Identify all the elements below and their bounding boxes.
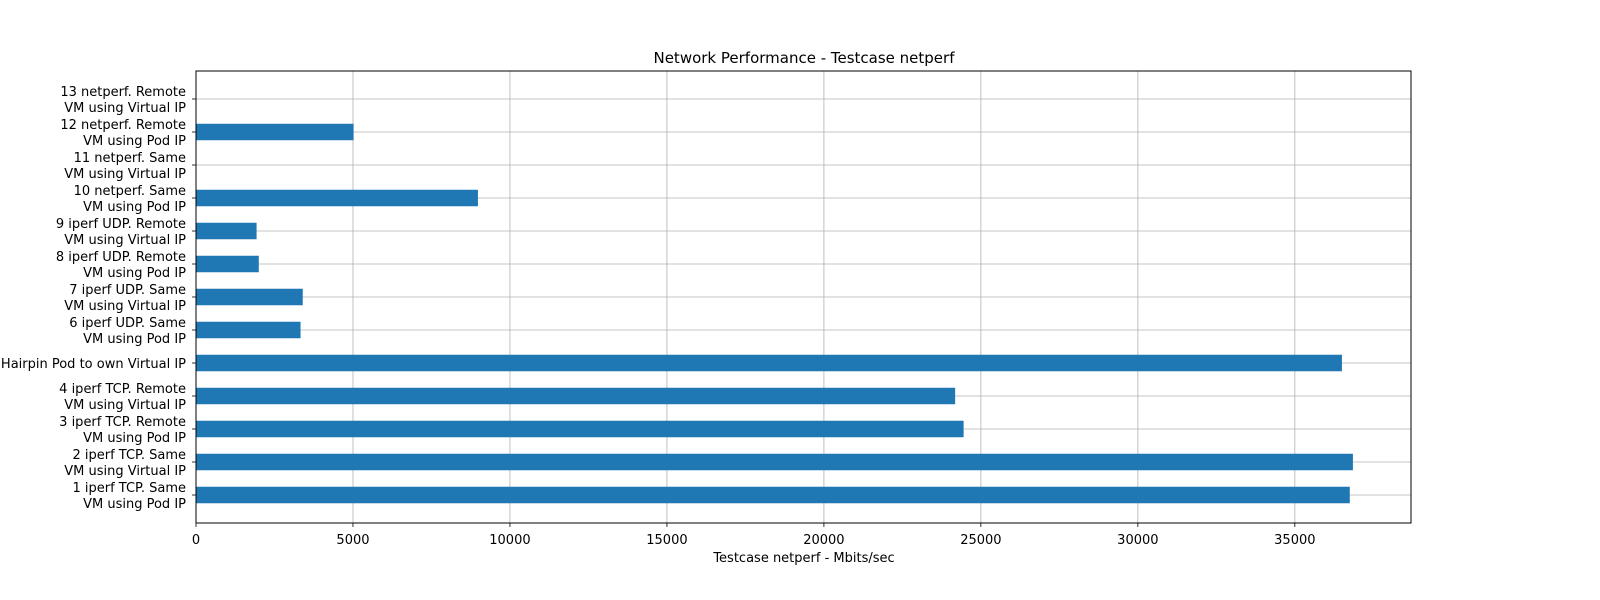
- chart-title: Network Performance - Testcase netperf: [653, 49, 955, 67]
- x-tick-label: 15000: [646, 533, 687, 548]
- y-tick-label: 7 iperf UDP. Same VM using Virtual IP: [64, 283, 186, 314]
- bar: [196, 388, 955, 405]
- x-tick-label: 30000: [1117, 533, 1158, 548]
- y-tick-label: 11 netperf. Same VM using Virtual IP: [64, 151, 186, 182]
- y-tick-label: 5 Hairpin Pod to own Virtual IP: [0, 357, 186, 372]
- x-tick-label: 35000: [1274, 533, 1315, 548]
- bar: [196, 322, 301, 339]
- y-tick-label: 2 iperf TCP. Same VM using Virtual IP: [64, 448, 186, 479]
- x-tick-label: 5000: [336, 533, 369, 548]
- bar: [196, 223, 257, 240]
- bar: [196, 454, 1353, 471]
- x-tick-label: 20000: [803, 533, 844, 548]
- bar: [196, 487, 1350, 504]
- bar: [196, 421, 964, 438]
- y-tick-label: 10 netperf. Same VM using Pod IP: [74, 184, 187, 215]
- bar: [196, 289, 303, 306]
- x-tick-label: 0: [192, 533, 200, 548]
- bar: [196, 190, 478, 207]
- y-tick-label: 6 iperf UDP. Same VM using Pod IP: [69, 316, 186, 347]
- x-tick-label: 10000: [489, 533, 530, 548]
- y-tick-label: 1 iperf TCP. Same VM using Pod IP: [72, 481, 186, 512]
- x-tick-label: 25000: [960, 533, 1001, 548]
- y-tick-label: 4 iperf TCP. Remote VM using Virtual IP: [59, 382, 186, 413]
- bar: [196, 256, 259, 273]
- bar: [196, 355, 1342, 372]
- y-tick-label: 13 netperf. Remote VM using Virtual IP: [60, 85, 186, 116]
- x-axis-label: Testcase netperf - Mbits/sec: [712, 551, 894, 566]
- bar: [196, 124, 354, 141]
- y-tick-label: 9 iperf UDP. Remote VM using Virtual IP: [56, 217, 186, 248]
